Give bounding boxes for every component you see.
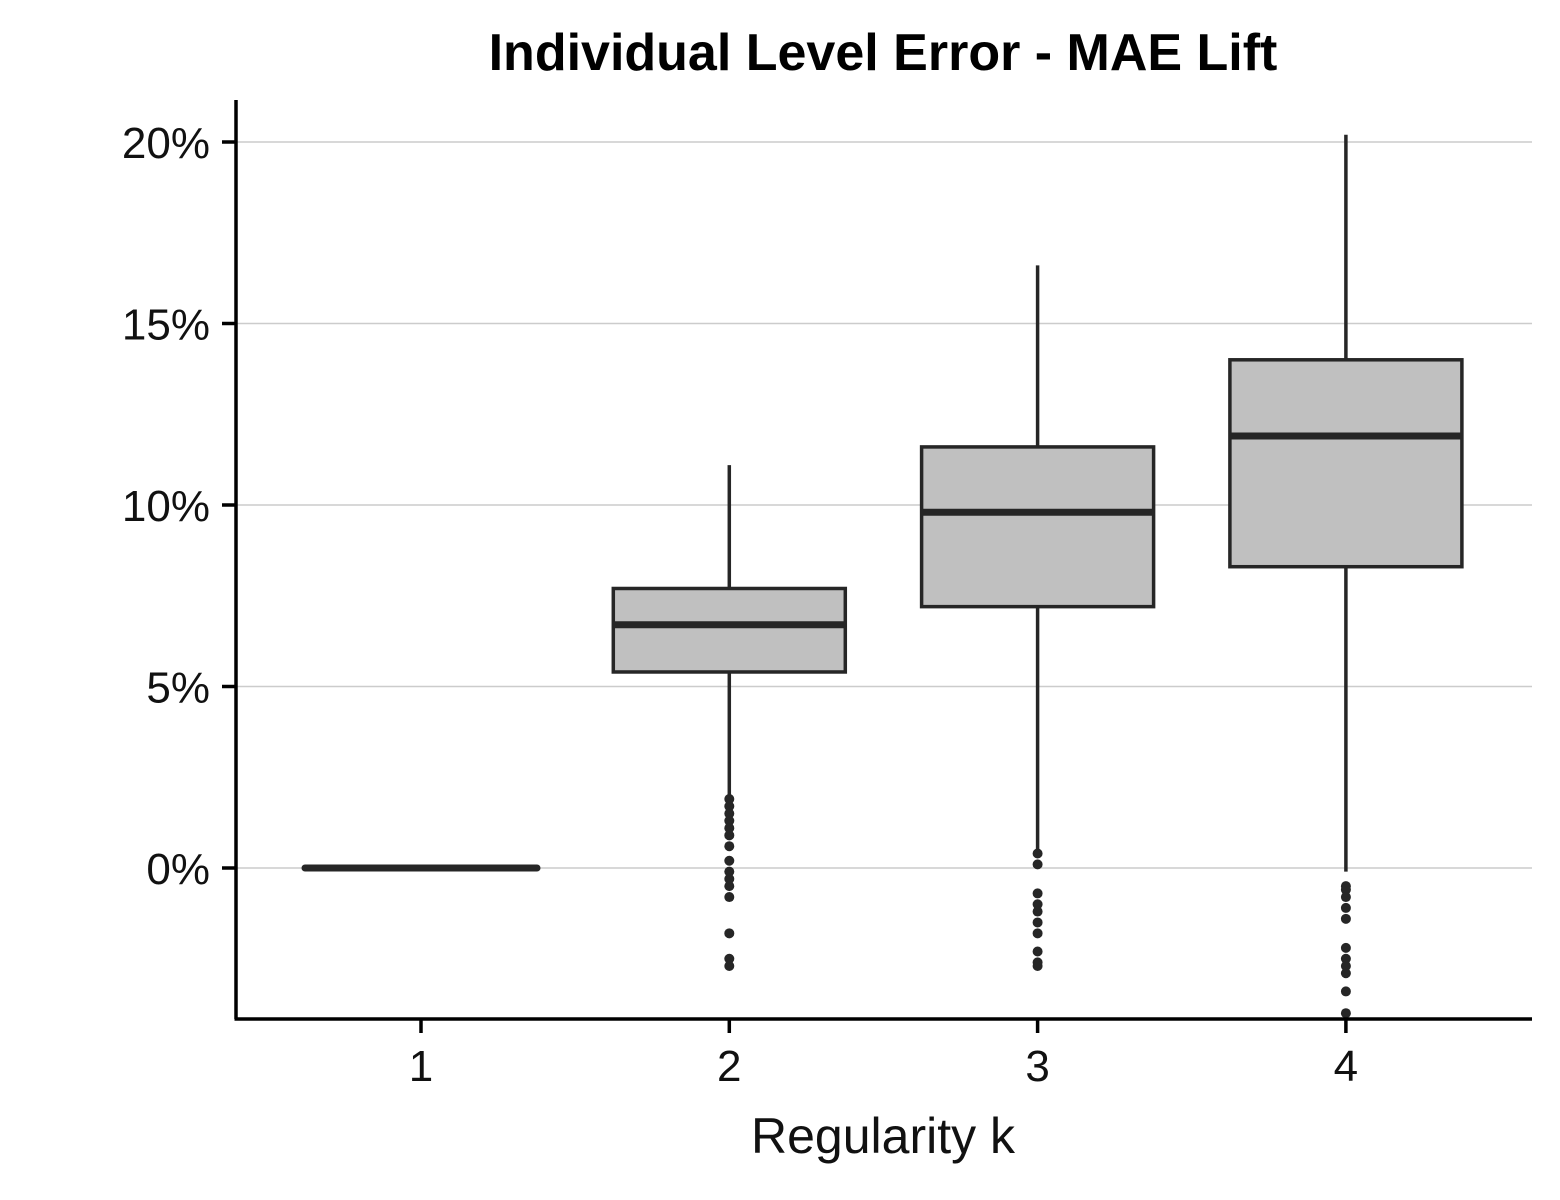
outlier-point xyxy=(724,855,735,866)
outlier-point xyxy=(724,881,735,892)
outlier-point xyxy=(1032,917,1043,928)
iqr-box xyxy=(1228,358,1464,569)
outlier-point xyxy=(1032,946,1043,957)
outlier-point xyxy=(724,866,735,877)
outlier-point xyxy=(1032,906,1043,917)
outlier-point xyxy=(1032,928,1043,939)
iqr-box xyxy=(611,586,848,674)
y-tick-label: 10% xyxy=(122,482,210,531)
outlier-point xyxy=(724,841,735,852)
gridlines xyxy=(236,141,1532,869)
outlier-point xyxy=(1340,913,1351,924)
x-axis-label: Regularity k xyxy=(751,1108,1016,1164)
x-tick-label: 1 xyxy=(409,1042,433,1091)
outlier-point xyxy=(724,873,735,884)
box-2 xyxy=(611,465,848,972)
outlier-point xyxy=(1340,961,1351,972)
outlier-point xyxy=(1340,902,1351,913)
outlier-point xyxy=(1032,899,1043,910)
iqr-box xyxy=(919,445,1156,609)
axes xyxy=(234,100,1532,1021)
outlier-point xyxy=(1032,961,1043,972)
outlier-point xyxy=(1340,942,1351,953)
x-tick-label: 4 xyxy=(1334,1042,1358,1091)
outlier-point xyxy=(1032,888,1043,899)
outlier-point xyxy=(1032,848,1043,859)
y-tick-label: 15% xyxy=(122,301,210,350)
outlier-point xyxy=(1340,1008,1351,1019)
outlier-point xyxy=(724,961,735,972)
outlier-point xyxy=(724,823,735,834)
outlier-point xyxy=(724,815,735,826)
outlier-point xyxy=(724,801,735,812)
outlier-point xyxy=(1032,859,1043,870)
y-tick-label: 0% xyxy=(146,845,210,894)
outlier-point xyxy=(1340,892,1351,903)
outlier-point xyxy=(724,830,735,841)
box-3 xyxy=(919,265,1156,972)
x-tick-label: 2 xyxy=(717,1042,741,1091)
outlier-point xyxy=(724,808,735,819)
outlier-point xyxy=(724,794,735,805)
outlier-point xyxy=(1340,968,1351,979)
box-4 xyxy=(1228,134,1464,1019)
outlier-point xyxy=(724,892,735,903)
outlier-point xyxy=(1340,986,1351,997)
box-series xyxy=(301,134,1464,1019)
y-tick-label: 20% xyxy=(122,119,210,168)
outlier-point xyxy=(1340,884,1351,895)
chart-title: Individual Level Error - MAE Lift xyxy=(489,24,1278,82)
tick-labels: 0% 5% 10% 15% 20% 1 2 3 4 xyxy=(122,119,1358,1091)
outlier-point xyxy=(724,928,735,939)
y-tick-label: 5% xyxy=(146,664,210,713)
x-tick-label: 3 xyxy=(1025,1042,1049,1091)
outlier-point xyxy=(1340,953,1351,964)
outlier-point xyxy=(724,953,735,964)
